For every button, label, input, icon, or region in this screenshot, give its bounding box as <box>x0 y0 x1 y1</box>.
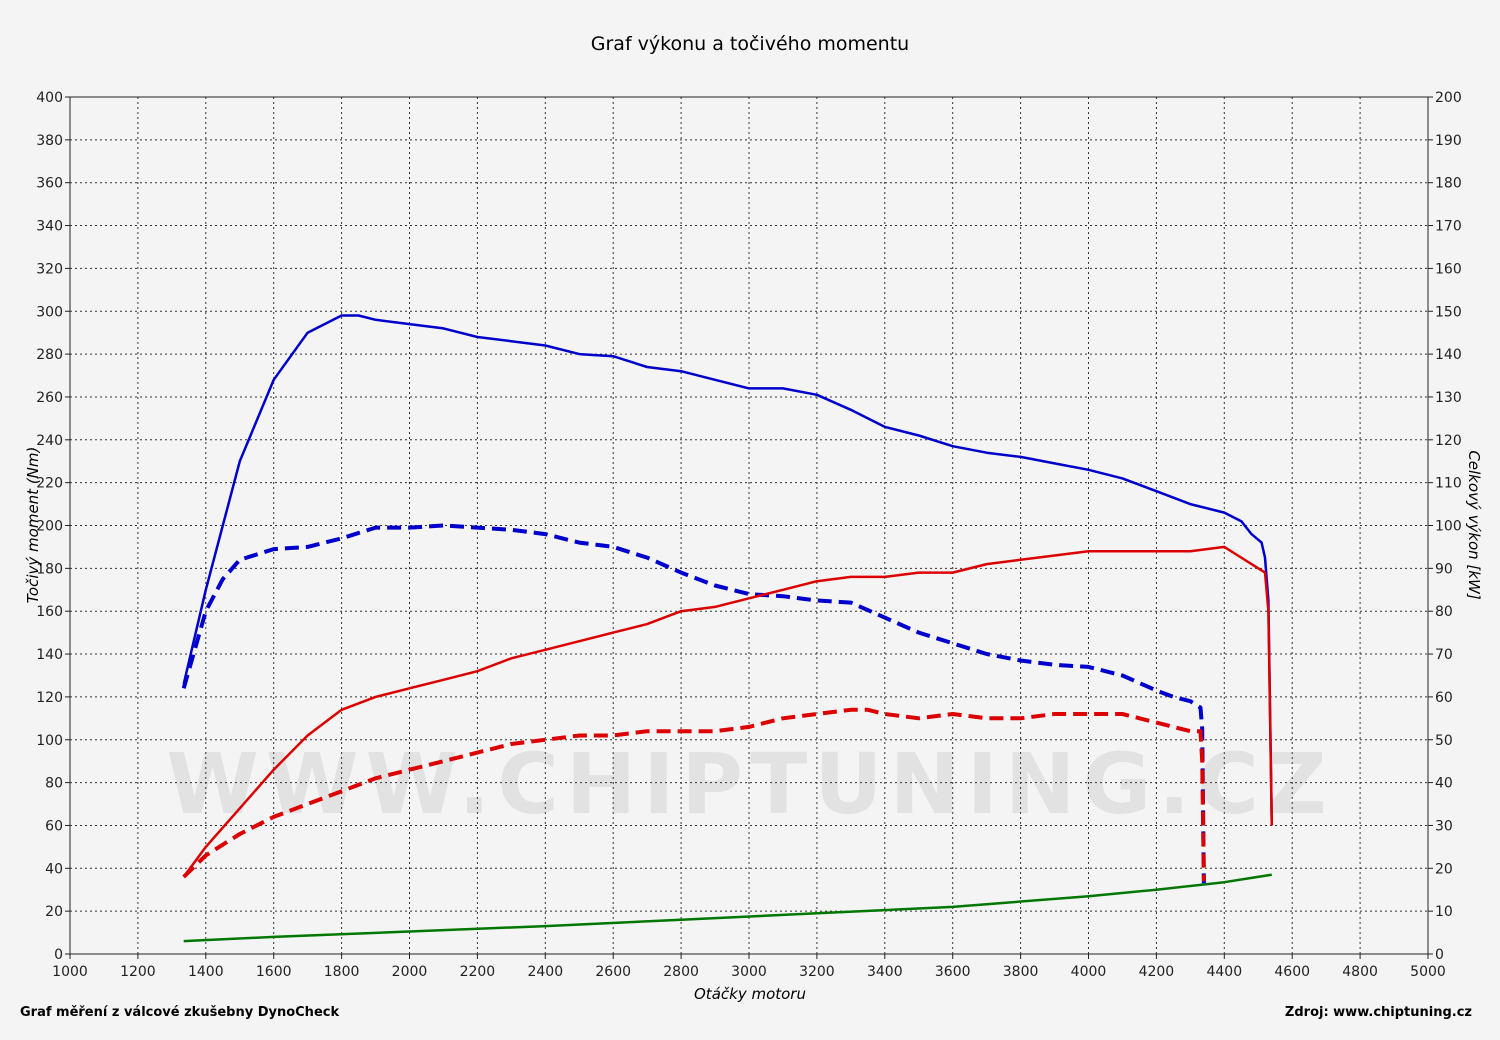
y-right-tick-label: 20 <box>1435 861 1453 877</box>
y-right-tick-label: 90 <box>1435 561 1453 577</box>
x-tick-label: 2400 <box>527 964 563 980</box>
x-tick-label: 2200 <box>460 964 496 980</box>
y-right-tick-label: 200 <box>1435 90 1462 106</box>
y-right-tick-label: 190 <box>1435 133 1462 149</box>
y-right-tick-label: 50 <box>1435 733 1453 749</box>
y-left-tick-label: 160 <box>36 604 63 620</box>
y-axis-right-label: Celkový výkon [kW] <box>1465 450 1483 600</box>
y-left-tick-label: 280 <box>36 347 63 363</box>
y-left-tick-label: 380 <box>36 133 63 149</box>
x-tick-label: 4600 <box>1274 964 1310 980</box>
y-left-tick-label: 80 <box>45 776 63 792</box>
plot-frame <box>69 96 1429 955</box>
y-left-tick-label: 180 <box>36 561 63 577</box>
y-right-tick-label: 100 <box>1435 519 1462 535</box>
y-left-tick-label: 120 <box>36 690 63 706</box>
y-left-tick-label: 100 <box>36 733 63 749</box>
y-left-tick-label: 0 <box>54 947 63 963</box>
x-tick-label: 3000 <box>731 964 767 980</box>
y-left-tick-label: 340 <box>36 219 63 235</box>
y-right-tick-label: 40 <box>1435 776 1453 792</box>
x-tick-label: 3800 <box>1003 964 1039 980</box>
x-tick-label: 4400 <box>1206 964 1242 980</box>
y-right-tick-label: 70 <box>1435 647 1453 663</box>
y-left-tick-label: 400 <box>36 90 63 106</box>
x-tick-label: 3600 <box>935 964 971 980</box>
x-tick-label: 4800 <box>1342 964 1378 980</box>
y-left-tick-label: 140 <box>36 647 63 663</box>
y-right-tick-label: 10 <box>1435 904 1453 920</box>
y-right-tick-label: 80 <box>1435 604 1453 620</box>
series-line-5 <box>183 873 1272 943</box>
footer-source-note: Graf měření z válcové zkušebny DynoCheck <box>20 1005 340 1020</box>
y-right-tick-label: 0 <box>1435 947 1444 963</box>
series-line-1 <box>182 314 1274 826</box>
y-left-tick-label: 260 <box>36 390 63 406</box>
y-left-tick-label: 40 <box>45 861 63 877</box>
y-right-tick-label: 160 <box>1435 261 1462 277</box>
x-tick-label: 4000 <box>1071 964 1107 980</box>
x-tick-label: 1600 <box>256 964 292 980</box>
y-right-tick-label: 180 <box>1435 176 1462 192</box>
y-left-tick-label: 60 <box>45 818 63 834</box>
chart-title: Graf výkonu a točivého momentu <box>590 33 910 55</box>
y-left-tick-label: 240 <box>36 433 63 449</box>
y-left-tick-label: 300 <box>36 304 63 320</box>
footer-source-url: Zdroj: www.chiptuning.cz <box>1284 1005 1472 1020</box>
y-right-tick-label: 130 <box>1435 390 1462 406</box>
x-tick-label: 1200 <box>120 964 156 980</box>
y-right-tick-label: 30 <box>1435 818 1453 834</box>
y-axis-left-label: Točivý moment (Nm) <box>24 446 42 604</box>
x-tick-label: 4200 <box>1139 964 1175 980</box>
x-tick-label: 1800 <box>324 964 360 980</box>
y-right-tick-label: 110 <box>1435 476 1462 492</box>
x-tick-label: 5000 <box>1410 964 1446 980</box>
x-tick-label: 2800 <box>663 964 699 980</box>
x-tick-label: 2600 <box>595 964 631 980</box>
x-tick-label: 3400 <box>867 964 903 980</box>
y-right-tick-label: 140 <box>1435 347 1462 363</box>
x-tick-label: 1400 <box>188 964 224 980</box>
y-right-tick-label: 60 <box>1435 690 1453 706</box>
y-right-tick-label: 170 <box>1435 219 1462 235</box>
y-right-tick-label: 150 <box>1435 304 1462 320</box>
series-line-3 <box>182 545 1274 878</box>
series-line-4 <box>182 707 1206 882</box>
x-tick-label: 1000 <box>52 964 88 980</box>
x-axis-label: Otáčky motoru <box>694 985 806 1003</box>
y-left-tick-label: 320 <box>36 261 63 277</box>
y-left-tick-label: 360 <box>36 176 63 192</box>
series-line-2 <box>181 523 1206 884</box>
x-tick-label: 2000 <box>392 964 428 980</box>
y-left-tick-label: 200 <box>36 519 63 535</box>
y-left-tick-label: 20 <box>45 904 63 920</box>
x-tick-label: 3200 <box>799 964 835 980</box>
y-left-tick-label: 220 <box>36 476 63 492</box>
y-right-tick-label: 120 <box>1435 433 1462 449</box>
